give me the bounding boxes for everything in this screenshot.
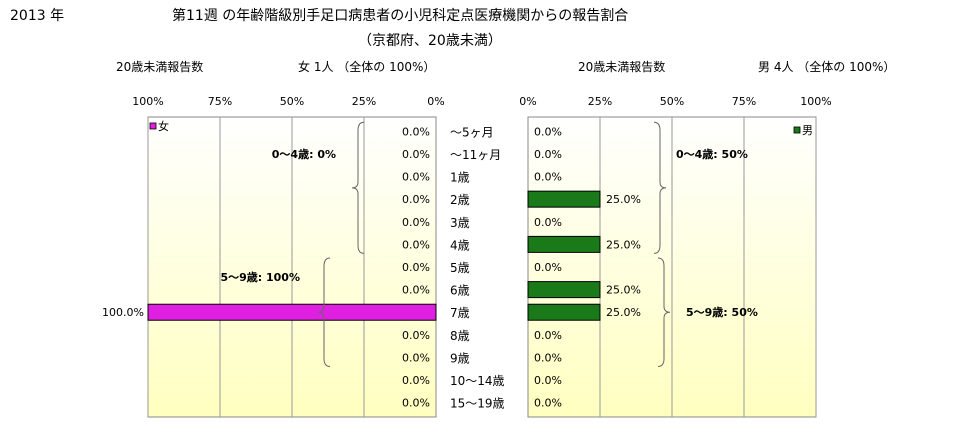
age-category-label: 6歳	[450, 284, 470, 298]
female-value-label: 0.0%	[402, 329, 430, 342]
chart-title: 第11週 の年齢階級別手足口病患者の小児科定点医療機関からの報告割合	[172, 8, 629, 24]
female-value-label: 0.0%	[402, 148, 430, 161]
male-bar	[527, 190, 601, 208]
female-x-tick-label: 75%	[208, 95, 232, 108]
age-category-label: 3歳	[450, 216, 470, 230]
female-group1-label: 0～4歳: 0%	[272, 147, 336, 161]
male-bar	[527, 235, 601, 253]
male-value-label: 0.0%	[534, 171, 562, 184]
male-caption-left: 20歳未満報告数	[578, 60, 666, 74]
male-caption-right: 男 4人 （全体の 100%）	[758, 60, 896, 74]
age-category-label: ～11ヶ月	[450, 148, 501, 162]
male-group1-label: 0～4歳: 50%	[676, 147, 748, 161]
male-x-tick-label: 100%	[800, 95, 831, 108]
female-bar	[147, 303, 437, 321]
male-legend-swatch	[793, 126, 801, 134]
male-legend-label: 男	[802, 124, 813, 137]
male-x-tick-label: 75%	[732, 95, 756, 108]
male-group1-brace	[653, 121, 667, 254]
age-category-label: 1歳	[450, 171, 470, 185]
female-caption-left: 20歳未満報告数	[116, 60, 204, 74]
female-group1-brace	[351, 121, 365, 254]
male-value-label: 25.0%	[606, 284, 641, 297]
female-value-label: 100.0%	[102, 306, 144, 319]
male-value-label: 25.0%	[606, 238, 641, 251]
age-category-label: 2歳	[450, 193, 470, 207]
male-x-tick-label: 25%	[588, 95, 612, 108]
age-category-label: 10～14歳	[450, 374, 505, 388]
male-value-label: 0.0%	[534, 148, 562, 161]
female-value-label: 0.0%	[402, 261, 430, 274]
male-value-label: 0.0%	[534, 397, 562, 410]
female-value-label: 0.0%	[402, 193, 430, 206]
age-category-label: ～5ヶ月	[450, 125, 494, 139]
male-x-tick-label: 50%	[660, 95, 684, 108]
male-bar	[527, 303, 601, 321]
female-x-tick-label: 0%	[427, 95, 444, 108]
female-group2-label: 5～9歳: 100%	[220, 270, 300, 284]
male-value-label: 0.0%	[534, 125, 562, 138]
male-value-label: 0.0%	[534, 261, 562, 274]
female-value-label: 0.0%	[402, 374, 430, 387]
chart-subtitle: （京都府、20歳未満）	[358, 33, 502, 49]
male-group2-label: 5～9歳: 50%	[686, 305, 758, 319]
male-value-label: 0.0%	[534, 374, 562, 387]
year-label: 2013 年	[10, 8, 65, 24]
female-value-label: 0.0%	[402, 216, 430, 229]
female-value-label: 0.0%	[402, 351, 430, 364]
male-value-label: 0.0%	[534, 329, 562, 342]
male-value-label: 25.0%	[606, 193, 641, 206]
female-value-label: 0.0%	[402, 284, 430, 297]
female-x-tick-label: 100%	[132, 95, 163, 108]
female-value-label: 0.0%	[402, 125, 430, 138]
female-x-tick-label: 50%	[280, 95, 304, 108]
male-value-label: 0.0%	[534, 351, 562, 364]
female-value-label: 0.0%	[402, 238, 430, 251]
male-x-tick-label: 0%	[519, 95, 536, 108]
male-value-label: 0.0%	[534, 216, 562, 229]
age-category-label: 15～19歳	[450, 397, 505, 411]
female-x-tick-label: 25%	[352, 95, 376, 108]
male-bar	[527, 281, 601, 299]
age-category-label: 9歳	[450, 351, 470, 365]
male-group2-brace	[657, 257, 671, 367]
female-caption-right: 女 1人 （全体の 100%）	[298, 60, 436, 74]
female-group2-brace	[317, 257, 331, 367]
age-category-label: 8歳	[450, 329, 470, 343]
age-category-label: 5歳	[450, 261, 470, 275]
age-category-label: 7歳	[450, 306, 470, 320]
age-category-label: 4歳	[450, 238, 470, 252]
female-value-label: 0.0%	[402, 171, 430, 184]
male-value-label: 25.0%	[606, 306, 641, 319]
female-legend-swatch	[149, 122, 157, 130]
female-value-label: 0.0%	[402, 397, 430, 410]
female-legend-label: 女	[158, 119, 169, 133]
